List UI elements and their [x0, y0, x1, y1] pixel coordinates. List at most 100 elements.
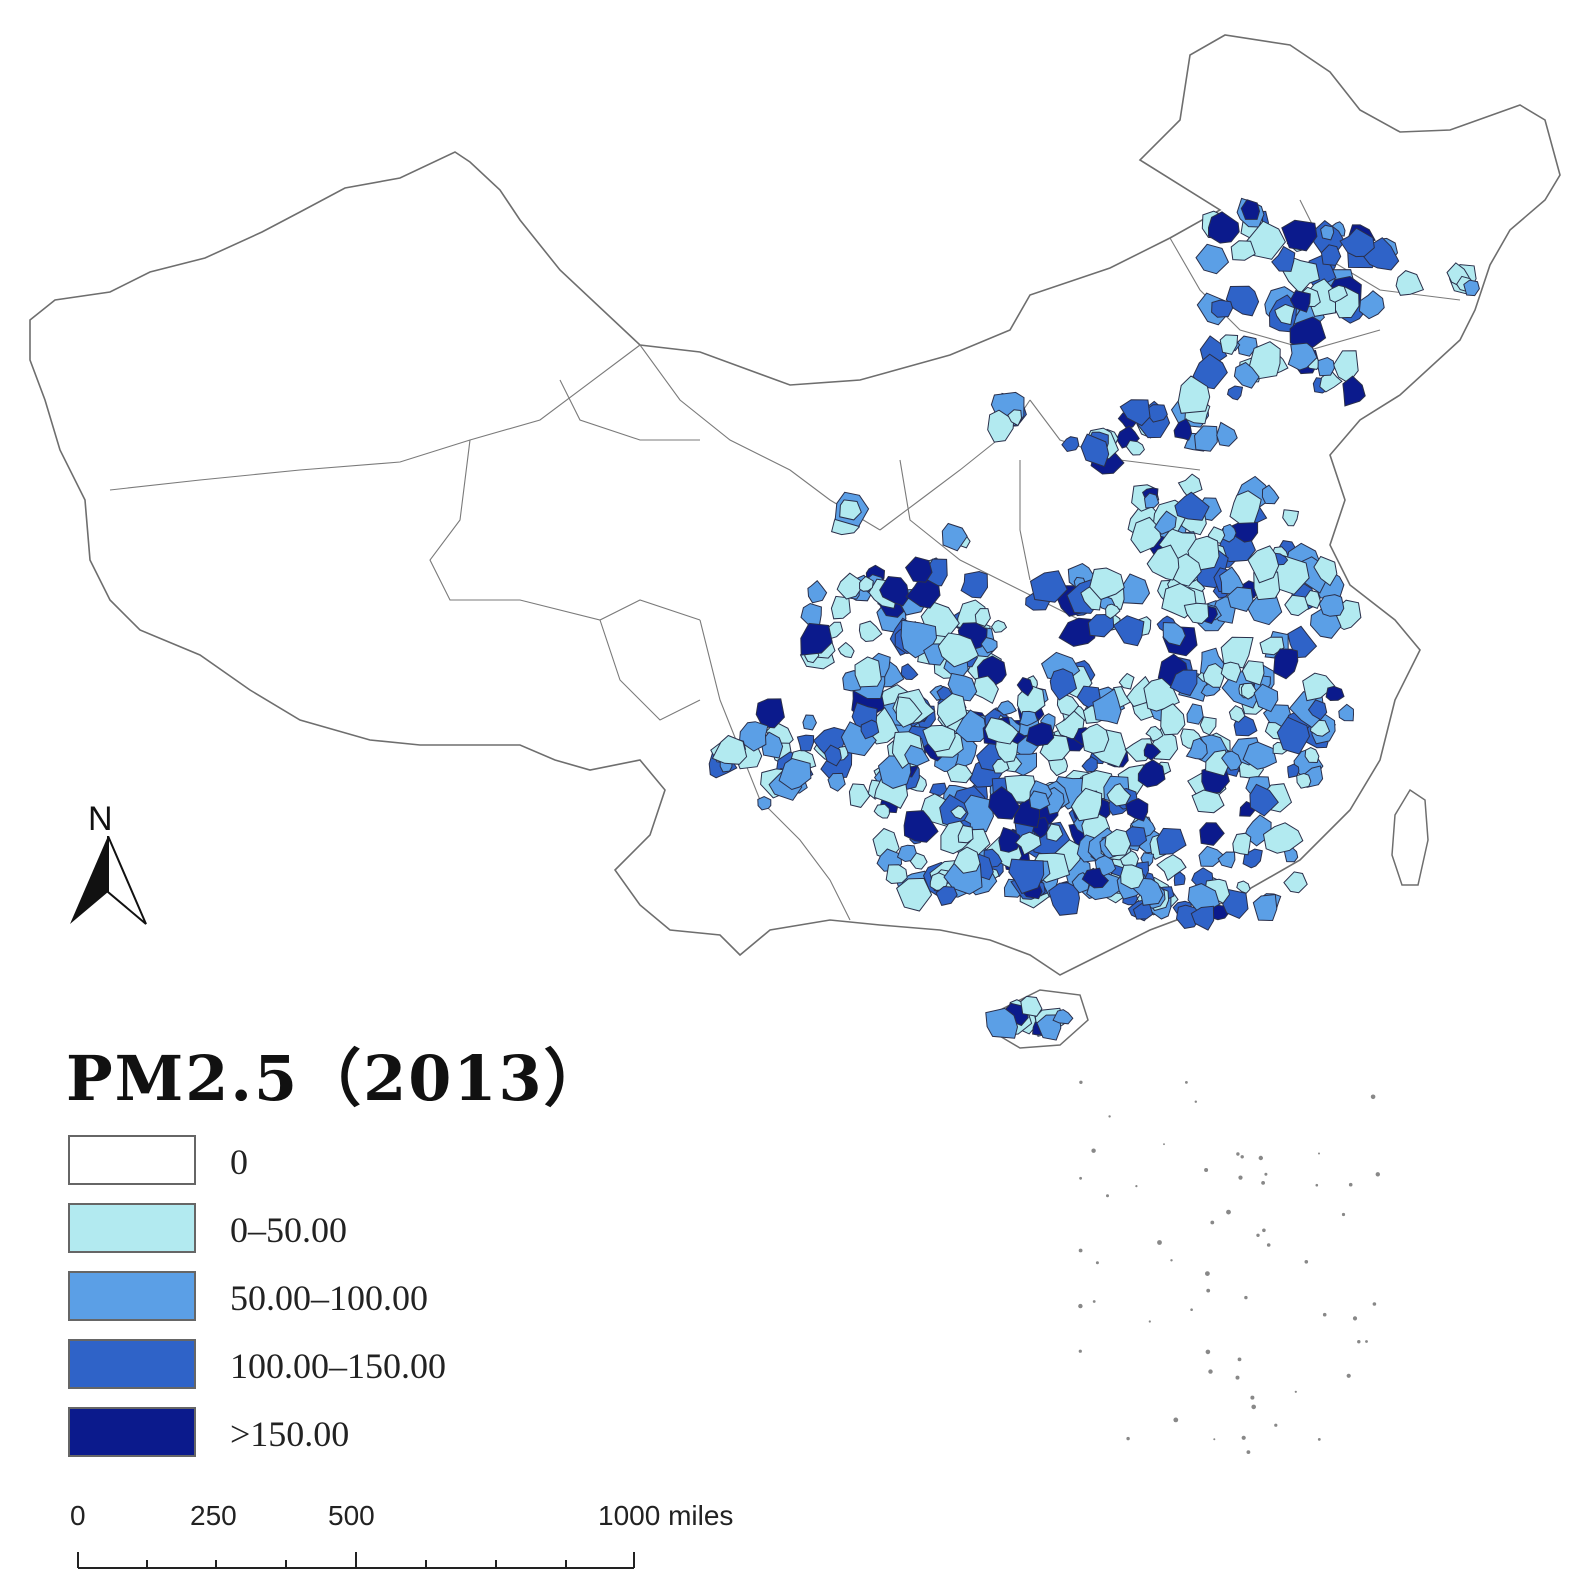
- region-cell: [1287, 763, 1300, 779]
- region-cell: [1226, 385, 1244, 401]
- region-cell: [900, 663, 919, 681]
- region-cell: [1242, 741, 1278, 770]
- island-speck: [1079, 1080, 1083, 1085]
- region-cell: [954, 709, 988, 743]
- region-cell: [1248, 341, 1281, 380]
- pm25-regions: [708, 197, 1480, 1041]
- region-cell: [1227, 586, 1254, 612]
- region-cell: [1289, 290, 1311, 313]
- region-cell: [1120, 864, 1145, 890]
- region-cell: [757, 796, 772, 811]
- region-cell: [1232, 832, 1252, 856]
- region-cell: [823, 744, 842, 767]
- island-speck: [1348, 1182, 1353, 1187]
- region-cell: [1241, 660, 1265, 686]
- region-cell: [1302, 672, 1336, 702]
- island-speck: [1241, 1435, 1246, 1440]
- region-cell: [1284, 594, 1310, 617]
- taiwan-outline: [1391, 788, 1429, 886]
- region-cell: [895, 696, 923, 728]
- region-cell: [1169, 669, 1198, 697]
- region-cell: [1259, 636, 1285, 656]
- island-speck: [1274, 1423, 1278, 1427]
- scale-label-250: 250: [190, 1500, 237, 1531]
- region-cell: [1081, 867, 1110, 889]
- region-cell: [1318, 594, 1345, 617]
- region-cell: [1156, 854, 1187, 882]
- region-cell: [848, 783, 871, 808]
- region-cell: [1208, 211, 1240, 244]
- region-cell: [738, 721, 769, 752]
- region-cell: [909, 852, 928, 870]
- island-speck: [1262, 1228, 1266, 1233]
- island-speck: [1264, 1172, 1268, 1176]
- region-cell: [1162, 621, 1186, 647]
- region-cell: [1221, 750, 1243, 771]
- north-arrow: N: [66, 800, 156, 950]
- region-cell: [1008, 858, 1045, 895]
- region-cell: [904, 556, 933, 583]
- region-cell: [980, 636, 998, 654]
- island-speck: [1135, 1185, 1138, 1188]
- island-speck: [1078, 1248, 1083, 1253]
- legend-swatch: [68, 1203, 196, 1253]
- region-cell: [1249, 783, 1279, 817]
- region-cell: [1283, 871, 1308, 894]
- island-speck: [1078, 1303, 1083, 1309]
- region-cell: [1143, 492, 1160, 509]
- region-cell: [1154, 510, 1177, 535]
- region-cell: [836, 572, 862, 600]
- region-cell: [837, 641, 855, 659]
- region-cell: [1338, 703, 1355, 722]
- region-cell: [1025, 721, 1055, 747]
- region-cell: [957, 824, 974, 844]
- region-cell: [1192, 353, 1228, 390]
- island-speck: [1106, 1194, 1109, 1198]
- region-cell: [755, 698, 785, 729]
- region-cell: [1313, 555, 1338, 587]
- region-cell: [1358, 290, 1385, 320]
- region-cell: [1199, 822, 1225, 846]
- region-cell: [1225, 285, 1260, 317]
- south-sea-islands: [1078, 1080, 1381, 1454]
- region-cell: [903, 810, 939, 843]
- scale-label-500: 500: [328, 1500, 375, 1531]
- region-cell: [1137, 759, 1166, 788]
- region-cell: [802, 714, 817, 731]
- island-speck: [1226, 1209, 1231, 1215]
- region-cell: [1018, 710, 1039, 727]
- island-speck: [1318, 1152, 1320, 1155]
- island-speck: [1261, 1181, 1265, 1185]
- region-cell: [1046, 823, 1064, 842]
- region-cell: [1092, 688, 1122, 725]
- region-cell: [1105, 603, 1121, 620]
- region-cell: [984, 717, 1019, 745]
- island-speck: [1341, 1212, 1346, 1217]
- region-cell: [796, 734, 815, 752]
- region-cell: [922, 724, 956, 753]
- region-cell: [1145, 725, 1164, 742]
- region-cell: [1014, 831, 1042, 856]
- legend-label: 0–50.00: [230, 1210, 347, 1250]
- region-cell: [1125, 439, 1145, 456]
- region-cell: [946, 763, 974, 784]
- island-speck: [1235, 1375, 1240, 1380]
- region-cell: [1146, 544, 1180, 581]
- island-speck: [1251, 1404, 1256, 1410]
- region-cell: [1463, 279, 1480, 297]
- region-cell: [1173, 418, 1193, 441]
- region-cell: [1240, 199, 1261, 220]
- region-cell: [885, 864, 908, 885]
- region-cell: [1174, 491, 1210, 521]
- region-cell: [1317, 356, 1335, 377]
- scale-label-0: 0: [70, 1500, 86, 1531]
- island-speck: [1092, 1300, 1096, 1303]
- region-cell: [995, 739, 1019, 763]
- island-speck: [1190, 1308, 1193, 1311]
- island-speck: [1108, 1115, 1111, 1118]
- legend-swatch: [68, 1339, 196, 1389]
- region-cell: [1271, 245, 1296, 272]
- island-speck: [1194, 1100, 1198, 1103]
- region-cell: [1240, 682, 1258, 700]
- region-cell: [839, 499, 862, 521]
